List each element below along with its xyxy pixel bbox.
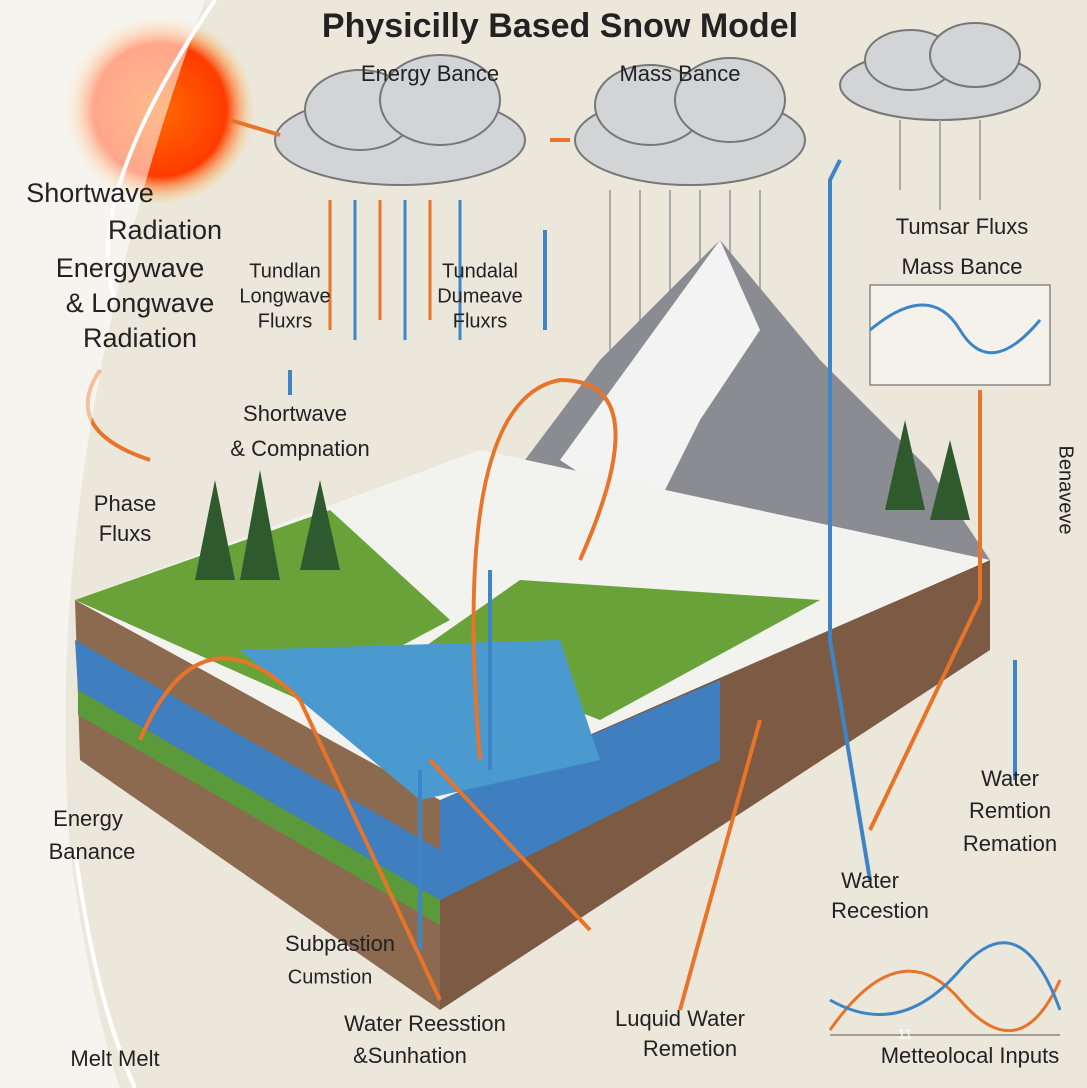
- lake: [240, 640, 600, 800]
- label: Mass Bance: [901, 254, 1022, 279]
- label: Longwave: [239, 285, 330, 307]
- label: Fluxs: [99, 521, 152, 546]
- label: Fluxrs: [453, 310, 507, 332]
- label: Shortwave: [26, 178, 154, 208]
- blue-arrows: [288, 159, 1017, 950]
- label: Tundalal: [442, 260, 518, 282]
- label: Water: [981, 766, 1039, 791]
- label: Luquid Water: [615, 1006, 745, 1031]
- label: Radiation: [83, 323, 197, 353]
- label: &Sunhation: [353, 1043, 467, 1068]
- label: Subpastion: [285, 931, 395, 956]
- label: Tumsar Fluxs: [896, 214, 1028, 239]
- label: Cumstion: [288, 966, 372, 988]
- label: Remtion: [969, 798, 1051, 823]
- label: Radiation: [108, 215, 222, 245]
- label: Energy Bance: [361, 61, 499, 86]
- label: Fluxrs: [258, 310, 312, 332]
- clouds: [274, 22, 1041, 186]
- label: Shortwave: [243, 401, 347, 426]
- label: & Compnation: [230, 436, 369, 461]
- label: Mass Bance: [619, 61, 740, 86]
- orange-arrows: [85, 118, 982, 1011]
- label: Benaveve: [1055, 446, 1077, 535]
- label: Banance: [49, 839, 136, 864]
- label: Dumeave: [437, 285, 523, 307]
- label: Recestion: [831, 898, 929, 923]
- inputs-graph: [828, 969, 1062, 1033]
- graph-box: [869, 284, 1051, 386]
- label: Remetion: [643, 1036, 737, 1061]
- label: Melt Melt: [70, 1046, 159, 1071]
- label: Metteolocal Inputs: [881, 1043, 1060, 1068]
- label: Tundlan: [249, 260, 321, 282]
- page-number: 11: [898, 1026, 913, 1042]
- title: Physicilly Based Snow Model: [322, 7, 798, 45]
- label: Water Reesstion: [344, 1011, 506, 1036]
- label: Energywave: [56, 253, 205, 283]
- label: Phase: [94, 491, 156, 516]
- trees: [195, 420, 970, 580]
- label: Energy: [53, 806, 123, 831]
- slide-edge: [0, 0, 205, 1088]
- label: Remation: [963, 831, 1057, 856]
- block-right: [440, 560, 990, 1010]
- flux-arrows: [328, 200, 462, 340]
- label: & Longwave: [66, 288, 215, 318]
- label: Water: [841, 868, 899, 893]
